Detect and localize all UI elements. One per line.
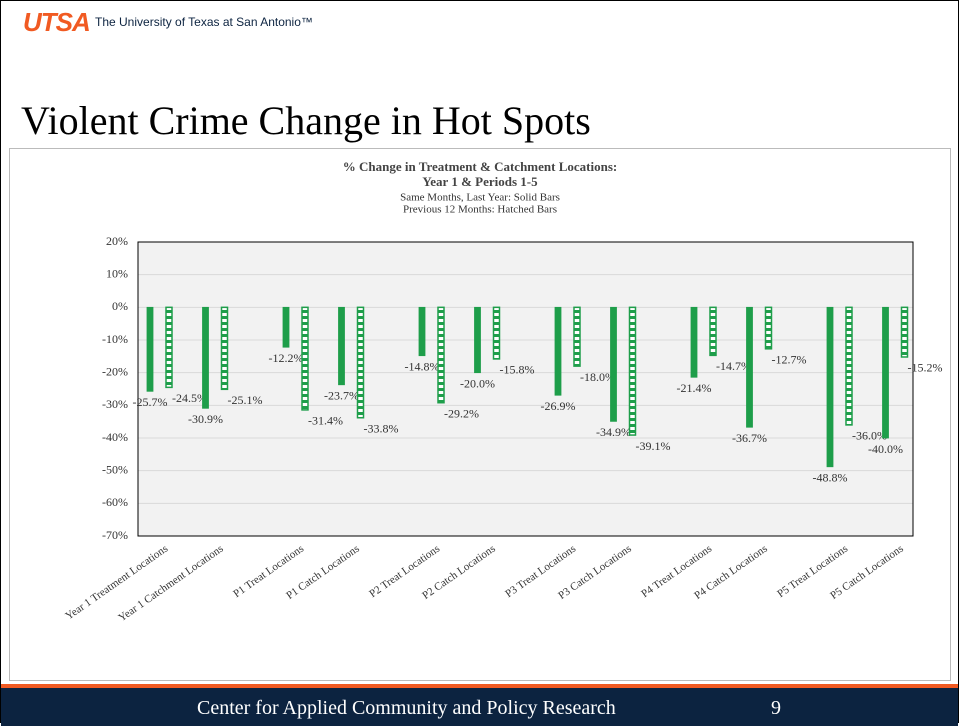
data-label: -18.0% [580, 370, 615, 384]
header: UTSA The University of Texas at San Anto… [1, 1, 958, 41]
data-label: -21.4% [677, 381, 712, 395]
bar [882, 306, 889, 439]
y-tick-label: 10% [106, 266, 128, 280]
bar [610, 306, 617, 422]
chart-title: % Change in Treatment & Catchment Locati… [343, 159, 617, 174]
hatched-bar [356, 306, 365, 419]
data-label: -36.0% [852, 429, 887, 443]
hatched-bar [573, 306, 581, 367]
bar [338, 306, 345, 386]
hatched-bar [492, 306, 501, 360]
bar [202, 306, 209, 409]
page-number: 9 [771, 697, 781, 719]
data-label: -15.8% [500, 363, 535, 377]
hatched-bar [900, 306, 909, 358]
y-tick-label: -50% [102, 462, 128, 476]
data-label: -14.8% [405, 359, 440, 373]
data-label: -30.9% [188, 412, 223, 426]
footer-text: Center for Applied Community and Policy … [197, 697, 616, 719]
hatched-bar [301, 306, 309, 411]
data-label: -25.1% [228, 393, 263, 407]
data-label: -12.2% [269, 351, 304, 365]
bar [282, 306, 290, 348]
y-tick-label: -60% [102, 495, 128, 509]
plot-area [138, 242, 913, 536]
hatched-bar [845, 306, 853, 426]
data-label: -31.4% [308, 414, 343, 428]
bar [474, 306, 481, 374]
hatched-bar [628, 306, 637, 436]
bar [554, 306, 562, 396]
data-label: -23.7% [324, 389, 359, 403]
institution: The University of Texas at San Antonio™ [95, 15, 313, 29]
data-label: -25.7% [133, 395, 168, 409]
data-label: -15.2% [908, 361, 943, 375]
bar [146, 306, 154, 392]
hatched-bar [220, 306, 229, 391]
chart: % Change in Treatment & Catchment Locati… [9, 148, 951, 681]
y-tick-label: -10% [102, 332, 128, 346]
data-label: -39.1% [636, 439, 671, 453]
logo: UTSA [23, 7, 91, 37]
footer: Center for Applied Community and Policy … [1, 684, 958, 726]
hatched-bar [437, 306, 445, 404]
bar [826, 306, 834, 468]
slide-title: Violent Crime Change in Hot Spots [21, 98, 591, 143]
data-label: -34.9% [596, 425, 631, 439]
plot-border [137, 241, 914, 537]
data-label: -14.7% [716, 359, 751, 373]
bar [690, 306, 698, 378]
bar [746, 306, 753, 428]
data-label: -40.0% [868, 442, 903, 456]
hatched-bar [165, 306, 173, 389]
data-label: -48.8% [813, 470, 848, 484]
hatched-bar [709, 306, 717, 357]
chart-subtitle: Same Months, Last Year: Solid Bars [400, 192, 560, 204]
data-label: -12.7% [772, 353, 807, 367]
chart-title: Year 1 & Periods 1-5 [422, 174, 538, 189]
bar [418, 306, 426, 357]
data-label: -20.0% [460, 376, 495, 390]
data-label: -29.2% [444, 406, 479, 420]
y-tick-label: 20% [106, 234, 128, 248]
chart-subtitle: Previous 12 Months: Hatched Bars [403, 204, 557, 216]
hatched-bar [764, 306, 773, 350]
data-label: -36.7% [732, 431, 767, 445]
y-tick-label: -40% [102, 430, 128, 444]
data-label: -24.5% [172, 391, 207, 405]
y-tick-label: -30% [102, 397, 128, 411]
y-tick-label: -20% [102, 364, 128, 378]
y-tick-label: 0% [112, 299, 128, 313]
data-label: -26.9% [541, 399, 576, 413]
y-tick-label: -70% [102, 528, 128, 542]
data-label: -33.8% [364, 421, 399, 435]
